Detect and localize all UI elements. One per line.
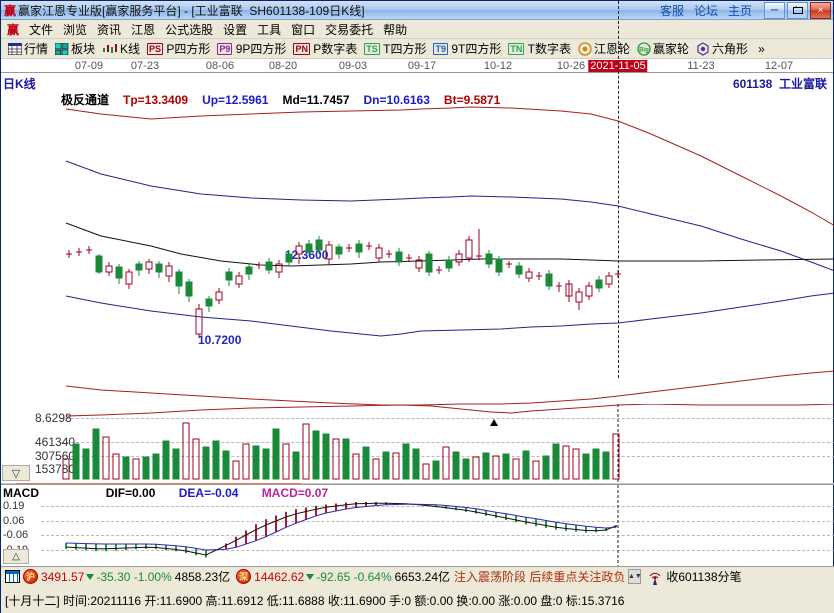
svg-text:Big: Big [639,47,649,53]
svg-text:10.7200: 10.7200 [198,333,242,347]
